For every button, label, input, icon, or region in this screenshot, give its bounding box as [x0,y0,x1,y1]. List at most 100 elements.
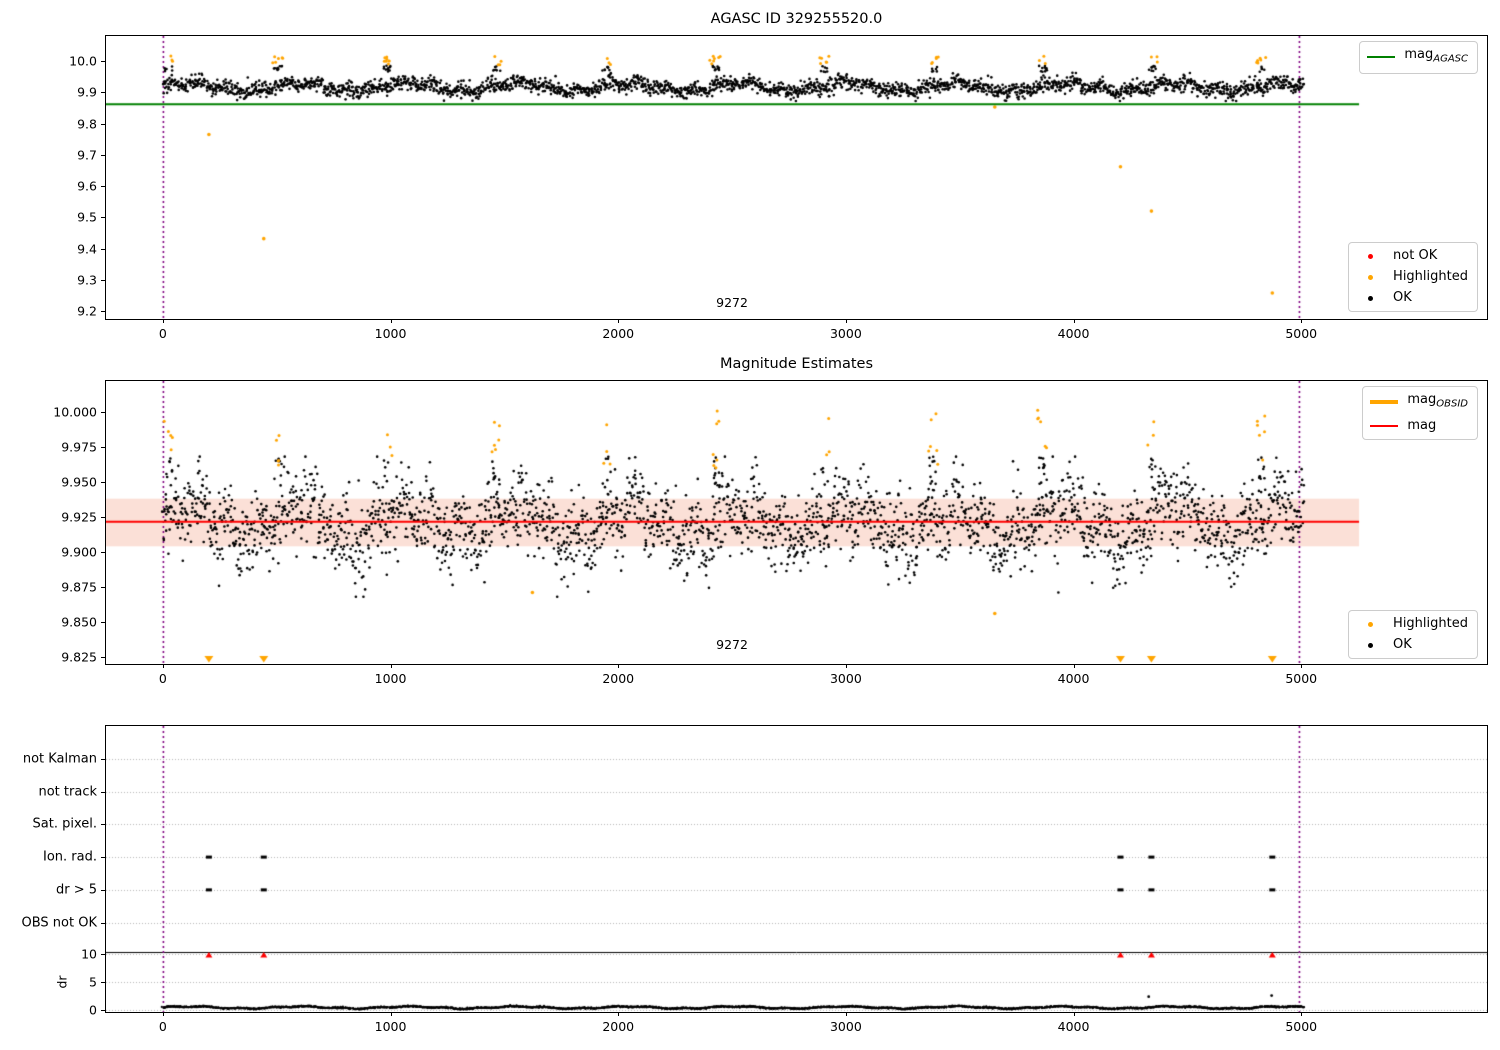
y-tick-mark [101,217,105,219]
y-tick-mark [101,411,105,413]
x-tick-mark [1073,1012,1075,1016]
black-dot-swatch [1356,642,1384,648]
x-tick-label: 4000 [1057,1019,1090,1034]
y-tick-mark [101,186,105,188]
y-tick-mark [101,656,105,658]
y-tick-mark [101,1010,105,1011]
y-tick-label: 9.2 [77,303,97,319]
category-label: dr > 5 [55,882,97,898]
legend-label: mag [1407,417,1437,433]
legend-entry-highlighted: Highlighted [1356,269,1468,285]
y-tick-label: 9.9 [77,84,97,100]
y-tick-label: 9.925 [61,509,97,525]
y-tick-mark [101,824,105,825]
y-tick-label: 9.4 [77,241,97,257]
green-line-swatch [1367,56,1396,59]
chart3-axes: dr 0 1000 2000 3000 4000 5000 not Kalman not tr… [22,725,1488,1034]
x-tick-mark [1073,664,1075,668]
chart1-title: AGASC ID 329255520.0 [710,11,883,27]
annotation-text: 9272 [716,637,748,653]
legend-entry-ok: OK [1356,290,1468,306]
x-tick-label: 1000 [374,326,407,341]
x-tick-mark [618,1012,620,1016]
category-label: Ion. rad. [43,849,97,865]
y-tick-mark [101,759,105,760]
x-tick-label: 4000 [1057,326,1090,341]
y-tick-mark [101,446,105,448]
y-tick-mark [101,923,105,924]
orange-dot-swatch [1356,621,1384,627]
dr-tick-label: 5 [89,974,97,990]
y-tick-mark [101,551,105,553]
x-tick-mark [618,664,620,668]
x-tick-label: 2000 [602,671,635,686]
dr-tick-label: 0 [89,1002,97,1018]
red-dot-swatch [1356,253,1384,259]
x-tick-mark [390,1012,392,1016]
x-tick-mark [845,664,847,668]
x-tick-label: 2000 [602,1019,635,1034]
x-tick-label: 3000 [829,326,862,341]
y-tick-mark [101,792,105,793]
y-tick-label: 9.6 [77,178,97,194]
legend-label: magAGASC [1404,47,1468,65]
y-tick-mark [101,857,105,858]
legend-entry-mag-obsid: magOBSID [1370,392,1468,413]
x-tick-label: 5000 [1285,326,1318,341]
chart2-canvas [106,381,1487,664]
legend-label: OK [1393,637,1412,652]
y-tick-label: 10.000 [53,404,97,420]
y-tick-mark [101,586,105,588]
chart1-legend-mag-agasc: magAGASC [1359,41,1478,74]
x-tick-label: 5000 [1285,1019,1318,1034]
legend-entry-highlighted: Highlighted [1356,616,1468,632]
x-tick-label: 2000 [602,326,635,341]
chart1-axes: magAGASC not OK Highlighted OK 0 1000 2000… [69,35,1488,341]
y-tick-label: 9.8 [77,116,97,132]
x-tick-label: 4000 [1057,671,1090,686]
legend-entry-not-ok: not OK [1356,248,1468,264]
orange-line-swatch [1370,400,1399,405]
x-tick-mark [162,319,164,323]
y-tick-mark [101,311,105,313]
chart1-canvas [106,36,1487,319]
y-tick-label: 9.850 [61,614,97,630]
x-tick-mark [162,664,164,668]
x-tick-mark [1301,1012,1303,1016]
y-tick-label: 9.975 [61,439,97,455]
legend-label: OK [1393,290,1412,305]
y-tick-mark [101,481,105,483]
legend-label: Highlighted [1393,269,1468,284]
y-tick-mark [101,61,105,63]
dr-axis-label: dr [54,975,70,989]
chart2-legend-status: Highlighted OK [1348,610,1478,659]
category-label: not track [38,784,97,800]
y-tick-label: 9.3 [77,272,97,288]
category-label: OBS not OK [21,915,98,931]
x-tick-mark [618,319,620,323]
chart2-axes: magOBSID mag Highlighted OK 0 1000 2000 300… [53,380,1488,686]
x-tick-label: 1000 [374,1019,407,1034]
y-tick-label: 9.950 [61,474,97,490]
legend-entry-mag-agasc: magAGASC [1367,47,1468,68]
y-tick-mark [101,516,105,518]
red-line-swatch [1370,424,1399,427]
x-tick-mark [1301,664,1303,668]
chart2-title: Magnitude Estimates [719,356,874,372]
x-tick-label: 5000 [1285,671,1318,686]
y-tick-mark [101,982,105,983]
annotation-text: 9272 [716,294,748,310]
legend-label: Highlighted [1393,616,1468,631]
y-tick-mark [101,621,105,623]
x-tick-label: 0 [158,1019,167,1034]
y-tick-mark [101,92,105,94]
x-tick-label: 3000 [829,1019,862,1034]
category-label: not Kalman [22,751,97,767]
y-tick-mark [101,154,105,156]
y-tick-label: 9.875 [61,579,97,595]
x-tick-mark [390,664,392,668]
chart3-canvas [106,726,1487,1012]
y-tick-label: 9.5 [77,209,97,225]
y-tick-label: 9.900 [61,544,97,560]
